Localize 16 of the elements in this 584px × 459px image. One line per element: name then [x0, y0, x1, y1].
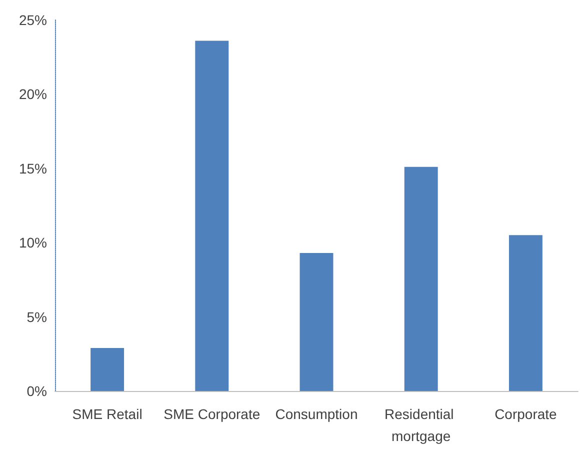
- x-tick-label: SME Corporate: [164, 406, 260, 422]
- x-tick-label: Residential mortgage: [384, 406, 458, 444]
- bar: [404, 166, 438, 391]
- bar: [195, 40, 229, 391]
- bar: [508, 235, 542, 391]
- y-tick-label: 10%: [18, 234, 47, 251]
- y-tick-label: 0%: [26, 383, 47, 399]
- y-tick-label: 25%: [18, 12, 47, 28]
- x-tick-label: Corporate: [494, 406, 558, 422]
- bar: [90, 348, 124, 391]
- y-tick-label: 5%: [26, 308, 47, 325]
- y-tick-label: 15%: [18, 160, 47, 176]
- y-tick-label: 20%: [18, 86, 47, 102]
- bar: [300, 252, 334, 391]
- x-tick-label: Consumption: [275, 406, 358, 422]
- x-tick-label: SME Retail: [72, 406, 142, 422]
